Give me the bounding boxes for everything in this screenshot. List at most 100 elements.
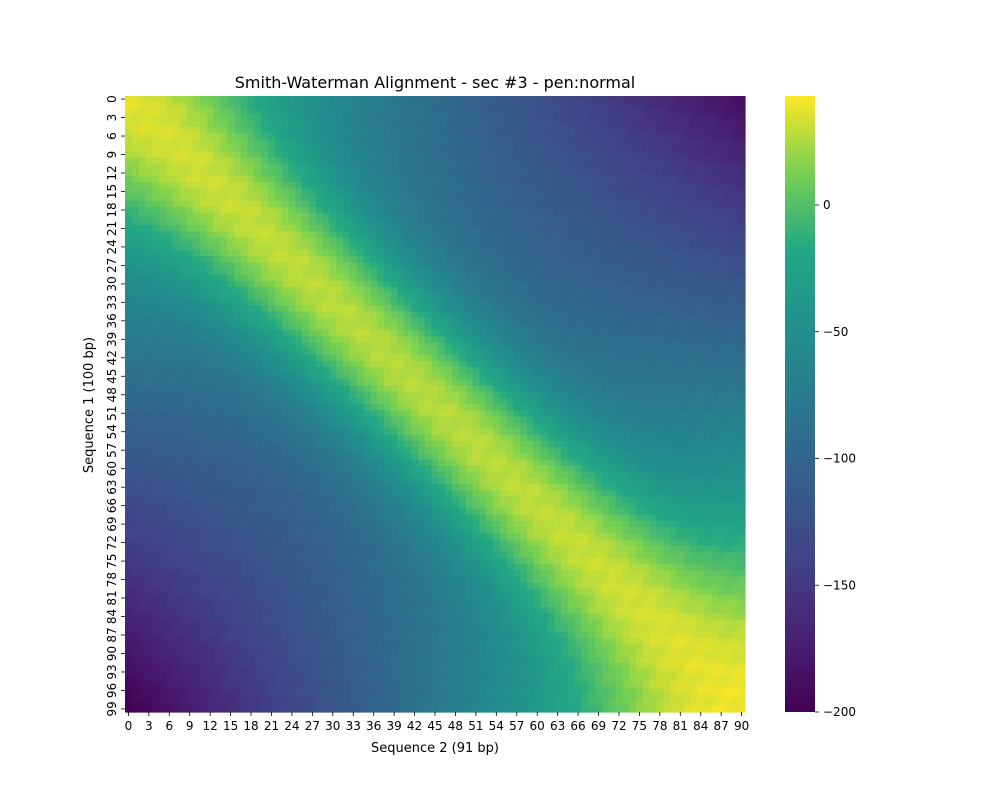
heatmap-cell (649, 373, 658, 380)
heatmap-cell (642, 385, 651, 393)
heatmap-cell (302, 286, 310, 294)
heatmap-cell (315, 330, 324, 337)
heatmap-cell (554, 126, 562, 134)
heatmap-cell (165, 404, 174, 411)
heatmap-cell (717, 194, 726, 202)
heatmap-cell (533, 250, 542, 257)
heatmap-cell (581, 367, 589, 374)
heatmap-cell (159, 243, 167, 251)
heatmap-cell (683, 336, 692, 343)
heatmap-cell (663, 354, 671, 362)
heatmap-cell (431, 342, 439, 350)
heatmap-cell (561, 163, 569, 171)
heatmap-cell (261, 360, 269, 368)
heatmap-cell (261, 176, 269, 183)
heatmap-cell (240, 126, 249, 134)
heatmap-cell (261, 373, 269, 380)
heatmap-cell (499, 311, 508, 319)
heatmap-cell (601, 256, 610, 263)
heatmap-cell (731, 311, 739, 319)
heatmap-cell (595, 200, 603, 208)
heatmap-cell (608, 188, 617, 196)
heatmap-cell (383, 231, 392, 239)
heatmap-cell (295, 237, 303, 245)
heatmap-cell (642, 330, 651, 337)
heatmap-cell (554, 225, 562, 233)
heatmap-cell (377, 163, 385, 171)
heatmap-cell (513, 311, 521, 319)
heatmap-cell (533, 237, 542, 245)
heatmap-cell (506, 311, 514, 319)
heatmap-cell (383, 139, 392, 146)
heatmap-cell (186, 404, 194, 411)
heatmap-cell (642, 157, 651, 165)
heatmap-cell (608, 330, 617, 337)
heatmap-cell (145, 299, 153, 307)
heatmap-cell (526, 151, 535, 159)
heatmap-cell (424, 367, 433, 374)
heatmap-cell (635, 286, 644, 294)
heatmap-cell (274, 305, 283, 313)
heatmap-cell (131, 385, 140, 393)
heatmap-cell (690, 397, 698, 405)
heatmap-cell (458, 176, 467, 183)
heatmap-cell (656, 348, 664, 356)
heatmap-cell (363, 286, 371, 294)
heatmap-cell (683, 280, 692, 288)
heatmap-cell (445, 256, 453, 263)
heatmap-cell (458, 410, 467, 417)
heatmap-cell (193, 250, 201, 257)
heatmap-cell (308, 126, 317, 134)
heatmap-cell (438, 96, 446, 103)
heatmap-cell (159, 360, 167, 368)
heatmap-cell (445, 126, 453, 134)
heatmap-cell (670, 373, 678, 380)
heatmap-cell (254, 299, 262, 307)
heatmap-cell (697, 194, 705, 202)
heatmap-cell (234, 169, 242, 177)
heatmap-cell (554, 139, 562, 146)
heatmap-cell (635, 182, 644, 189)
heatmap-cell (676, 169, 685, 177)
heatmap-cell (131, 305, 140, 313)
heatmap-cell (268, 182, 276, 189)
heatmap-cell (227, 200, 235, 208)
heatmap-cell (397, 157, 405, 165)
heatmap-cell (308, 151, 317, 159)
heatmap-cell (561, 126, 569, 134)
heatmap-cell (152, 293, 160, 300)
heatmap-cell (676, 250, 685, 257)
heatmap-cell (165, 311, 174, 319)
heatmap-cell (499, 182, 508, 189)
heatmap-cell (315, 139, 324, 146)
heatmap-cell (152, 342, 160, 350)
heatmap-cell (417, 243, 426, 251)
heatmap-cell (254, 293, 262, 300)
heatmap-cell (186, 120, 194, 128)
heatmap-cell (329, 342, 337, 350)
heatmap-cell (172, 311, 181, 319)
heatmap-cell (288, 311, 296, 319)
heatmap-cell (683, 379, 692, 387)
heatmap-cell (526, 268, 535, 276)
heatmap-cell (220, 410, 228, 417)
heatmap-cell (676, 379, 685, 387)
heatmap-cell (540, 305, 549, 313)
heatmap-cell (131, 367, 140, 374)
heatmap-cell (383, 293, 392, 300)
heatmap-cell (595, 360, 603, 368)
heatmap-cell (254, 428, 262, 436)
heatmap-cell (472, 404, 480, 411)
heatmap-cell (138, 416, 147, 424)
heatmap-cell (438, 428, 446, 436)
heatmap-cell (363, 151, 371, 159)
heatmap-cell (159, 305, 167, 313)
heatmap-cell (206, 176, 215, 183)
heatmap-cell (561, 286, 569, 294)
heatmap-cell (445, 397, 453, 405)
heatmap-cell (145, 102, 153, 109)
heatmap-cell (629, 108, 637, 116)
heatmap-cell (663, 268, 671, 276)
heatmap-cell (670, 176, 678, 183)
heatmap-cell (417, 225, 426, 233)
